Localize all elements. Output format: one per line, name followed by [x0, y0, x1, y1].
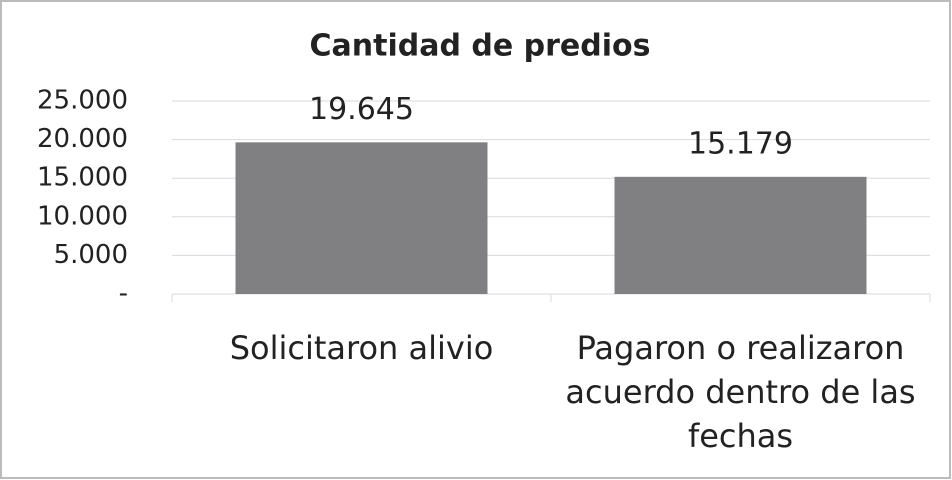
data-label: 19.645 [309, 92, 414, 127]
x-tick-label: Pagaron o realizaron acuerdo dentro de l… [565, 329, 916, 455]
y-tick-label: 10.000 [37, 201, 128, 231]
y-tick-label: 20.000 [37, 124, 128, 154]
y-tick-label: 25.000 [37, 86, 128, 116]
chart-title: Cantidad de predios [310, 29, 651, 64]
bar [235, 142, 488, 294]
y-tick-label: 5.000 [54, 240, 128, 270]
x-tick-label: Solicitaron alivio [229, 329, 494, 367]
y-tick-label: - [119, 279, 128, 309]
y-tick-label: 15.000 [37, 163, 128, 193]
data-label: 15.179 [688, 126, 793, 161]
bar [614, 176, 867, 294]
